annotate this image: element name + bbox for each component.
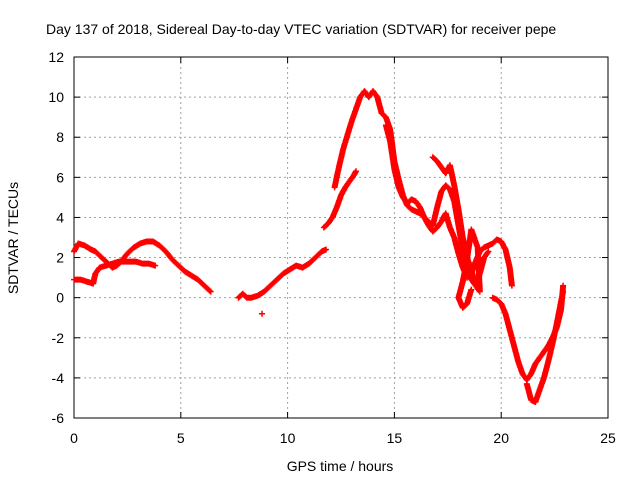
x-tick-label: 10 bbox=[280, 430, 296, 446]
y-axis-title: SDTVAR / TECUs bbox=[5, 182, 21, 294]
y-tick-label: -6 bbox=[52, 410, 65, 426]
y-tick-label: 2 bbox=[56, 250, 64, 266]
sdtvar-markers bbox=[71, 88, 567, 405]
y-tick-label: 10 bbox=[48, 89, 64, 105]
x-tick-label: 20 bbox=[493, 430, 509, 446]
y-tick-label: -4 bbox=[52, 370, 65, 386]
y-tick-label: 8 bbox=[56, 129, 64, 145]
x-tick-label: 5 bbox=[177, 430, 185, 446]
axis-ticks: -6 -4 -2 0 2 4 6 8 10 12 0 5 10 15 20 25 bbox=[48, 49, 616, 446]
grid bbox=[74, 57, 608, 418]
data-marks bbox=[71, 88, 567, 405]
x-tick-label: 25 bbox=[600, 430, 616, 446]
chart-title: Day 137 of 2018, Sidereal Day-to-day VTE… bbox=[46, 21, 556, 37]
y-tick-label: 0 bbox=[56, 290, 64, 306]
y-tick-label: -2 bbox=[52, 330, 65, 346]
plot-frame bbox=[73, 56, 609, 419]
x-axis-title: GPS time / hours bbox=[287, 458, 394, 474]
y-tick-label: 6 bbox=[56, 169, 64, 185]
x-tick-label: 15 bbox=[387, 430, 403, 446]
y-tick-label: 12 bbox=[48, 49, 64, 65]
x-tick-label: 0 bbox=[70, 430, 78, 446]
y-tick-label: 4 bbox=[56, 209, 64, 225]
